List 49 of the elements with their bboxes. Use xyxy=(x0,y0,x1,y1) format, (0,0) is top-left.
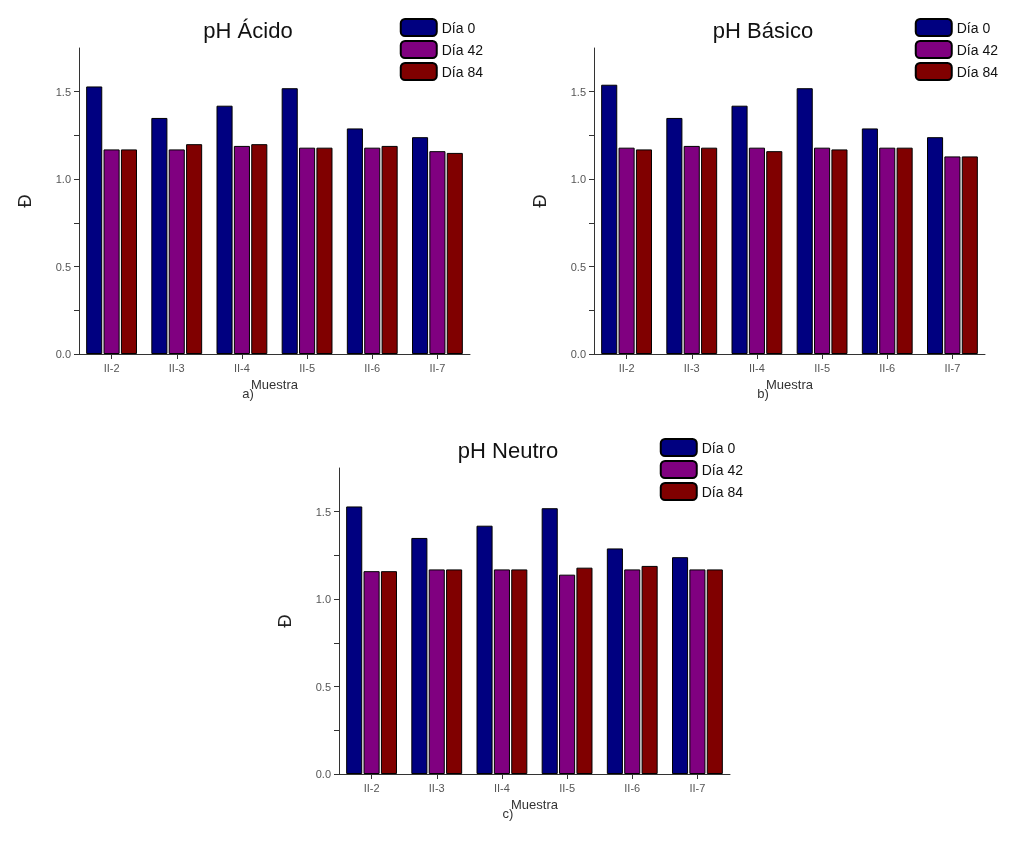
legend-label: Día 42 xyxy=(701,461,744,478)
x-tick-label: II-7 xyxy=(944,361,961,374)
x-tick-label: II-4 xyxy=(748,361,765,374)
y-tick-label: 1.5 xyxy=(55,85,71,98)
text: b) xyxy=(757,386,769,401)
x-tick-label: II-6 xyxy=(364,361,381,374)
x-tick-label: II-2 xyxy=(363,781,380,794)
y-tick-label: 0.0 xyxy=(55,348,71,360)
x-tick-label: II-2 xyxy=(103,361,120,374)
y-tick-label: 1.0 xyxy=(570,173,586,186)
y-tick-label: 0.5 xyxy=(55,260,71,273)
legend-label: Día 0 xyxy=(701,439,736,456)
legend-label: Día 0 xyxy=(441,19,476,36)
x-tick-label: II-3 xyxy=(683,361,700,374)
x-tick-label: II-6 xyxy=(624,781,641,794)
x-tick-label: II-7 xyxy=(429,361,446,374)
x-axis-title: Muestra xyxy=(511,796,559,812)
legend-label: Día 42 xyxy=(441,41,484,58)
y-tick-label: 0.0 xyxy=(570,348,586,360)
y-tick-label: 0.0 xyxy=(315,768,331,780)
y-tick-label: 1.0 xyxy=(315,593,331,606)
x-tick-label: II-5 xyxy=(559,781,576,794)
legend-label: Día 84 xyxy=(956,63,999,80)
y-tick-label: 1.0 xyxy=(55,173,71,186)
y-tick-label: 1.5 xyxy=(570,85,586,98)
legend-label: Día 84 xyxy=(441,63,484,80)
y-axis-title: Đ xyxy=(275,614,295,628)
chart-title: pH Neutro xyxy=(457,437,559,463)
text: c) xyxy=(502,806,514,821)
x-tick-label: II-5 xyxy=(299,361,316,374)
y-axis-title: Đ xyxy=(15,194,35,208)
x-tick-label: II-5 xyxy=(814,361,831,374)
y-tick-label: 0.5 xyxy=(570,260,586,273)
text: a) xyxy=(242,386,254,401)
x-tick-label: II-3 xyxy=(428,781,445,794)
x-tick-label: II-7 xyxy=(689,781,706,794)
legend-label: Día 84 xyxy=(701,483,744,500)
chart-title: pH Básico xyxy=(712,17,814,43)
x-tick-label: II-4 xyxy=(233,361,250,374)
chart-title: pH Ácido xyxy=(203,17,293,43)
legend-label: Día 42 xyxy=(956,41,999,58)
x-tick-label: II-2 xyxy=(618,361,635,374)
y-tick-label: 0.5 xyxy=(315,680,331,693)
y-tick-label: 1.5 xyxy=(315,505,331,518)
legend-label: Día 0 xyxy=(956,19,991,36)
x-tick-label: II-6 xyxy=(879,361,896,374)
x-tick-label: II-4 xyxy=(493,781,510,794)
x-tick-label: II-3 xyxy=(168,361,185,374)
y-axis-title: Đ xyxy=(530,194,550,208)
